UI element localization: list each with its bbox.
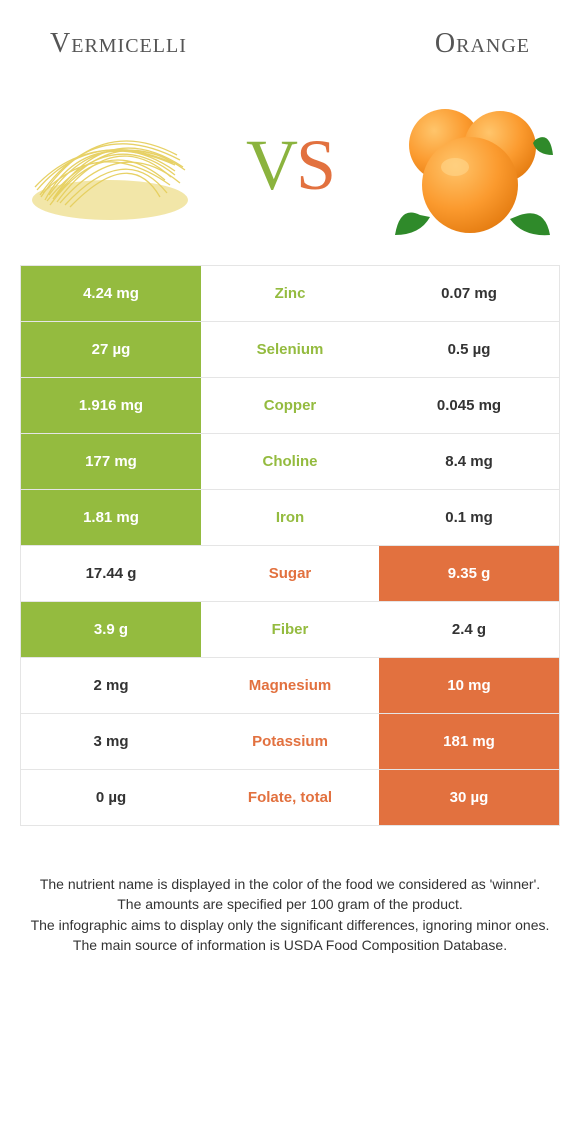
table-row: 4.24 mgZinc0.07 mg (21, 266, 559, 322)
left-value-cell: 0 µg (21, 770, 201, 825)
table-row: 17.44 gSugar9.35 g (21, 546, 559, 602)
hero-row: VS (0, 70, 580, 265)
footer-line: The nutrient name is displayed in the co… (30, 874, 550, 894)
table-row: 3 mgPotassium181 mg (21, 714, 559, 770)
right-value-cell: 9.35 g (379, 546, 559, 601)
right-value-cell: 2.4 g (379, 602, 559, 657)
table-row: 2 mgMagnesium10 mg (21, 658, 559, 714)
footer-line: The main source of information is USDA F… (30, 935, 550, 955)
footer-notes: The nutrient name is displayed in the co… (0, 826, 580, 955)
left-value-cell: 17.44 g (21, 546, 201, 601)
vs-label: VS (246, 124, 334, 207)
right-value-cell: 10 mg (379, 658, 559, 713)
left-food-title: Vermicelli (50, 28, 187, 60)
right-value-cell: 0.5 µg (379, 322, 559, 377)
left-value-cell: 1.81 mg (21, 490, 201, 545)
right-value-cell: 0.045 mg (379, 378, 559, 433)
vs-v: V (246, 125, 296, 205)
table-row: 1.81 mgIron0.1 mg (21, 490, 559, 546)
nutrient-label: Potassium (201, 714, 379, 769)
vermicelli-image (20, 85, 200, 245)
nutrient-label: Magnesium (201, 658, 379, 713)
nutrient-label: Folate, total (201, 770, 379, 825)
right-value-cell: 0.07 mg (379, 266, 559, 321)
right-value-cell: 8.4 mg (379, 434, 559, 489)
left-value-cell: 4.24 mg (21, 266, 201, 321)
table-row: 1.916 mgCopper0.045 mg (21, 378, 559, 434)
nutrient-label: Zinc (201, 266, 379, 321)
vs-s: S (296, 125, 334, 205)
right-value-cell: 181 mg (379, 714, 559, 769)
footer-line: The infographic aims to display only the… (30, 915, 550, 935)
right-value-cell: 0.1 mg (379, 490, 559, 545)
table-row: 3.9 gFiber2.4 g (21, 602, 559, 658)
comparison-table: 4.24 mgZinc0.07 mg27 µgSelenium0.5 µg1.9… (20, 265, 560, 826)
header: Vermicelli Orange (0, 0, 580, 70)
left-value-cell: 177 mg (21, 434, 201, 489)
orange-image (380, 85, 560, 245)
nutrient-label: Sugar (201, 546, 379, 601)
footer-line: The amounts are specified per 100 gram o… (30, 894, 550, 914)
left-value-cell: 3.9 g (21, 602, 201, 657)
left-value-cell: 1.916 mg (21, 378, 201, 433)
right-value-cell: 30 µg (379, 770, 559, 825)
nutrient-label: Iron (201, 490, 379, 545)
nutrient-label: Fiber (201, 602, 379, 657)
nutrient-label: Choline (201, 434, 379, 489)
left-value-cell: 3 mg (21, 714, 201, 769)
nutrient-label: Selenium (201, 322, 379, 377)
table-row: 177 mgCholine8.4 mg (21, 434, 559, 490)
nutrient-label: Copper (201, 378, 379, 433)
right-food-title: Orange (435, 28, 530, 60)
left-value-cell: 2 mg (21, 658, 201, 713)
table-row: 27 µgSelenium0.5 µg (21, 322, 559, 378)
left-value-cell: 27 µg (21, 322, 201, 377)
table-row: 0 µgFolate, total30 µg (21, 770, 559, 826)
